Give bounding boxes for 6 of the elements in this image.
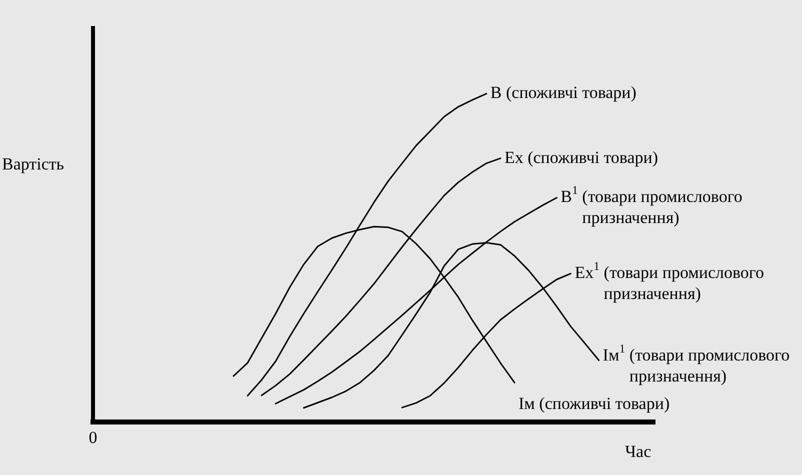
text: 0: [88, 428, 98, 447]
y-axis-title: Вартість: [2, 154, 64, 174]
series-label: Ex (споживчі товари): [504, 148, 658, 167]
series-label: B (споживчі товари): [490, 83, 636, 102]
x-axis-title: Час: [625, 442, 652, 461]
series-label: Iм (споживчі товари): [518, 394, 670, 414]
